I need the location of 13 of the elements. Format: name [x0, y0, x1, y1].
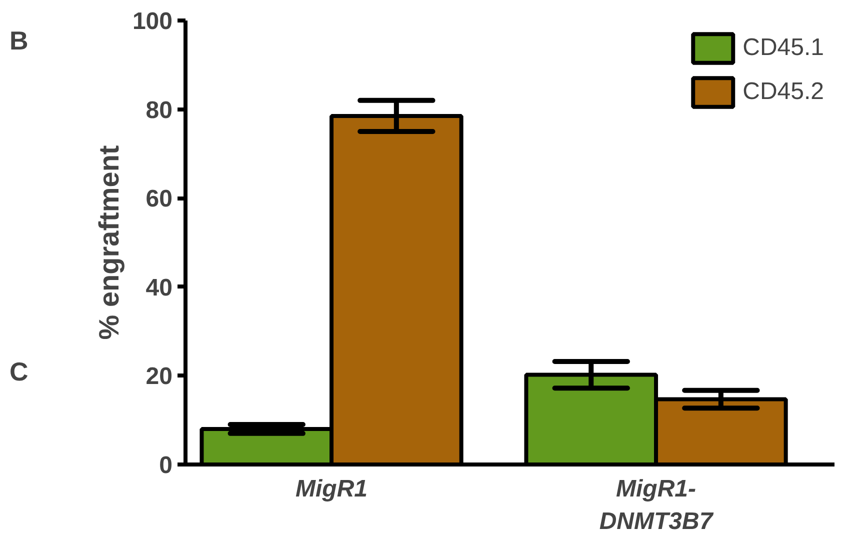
- y-tick-label: 20: [146, 363, 173, 390]
- y-axis-title: % engraftment: [93, 145, 124, 340]
- y-tick-label: 40: [146, 274, 173, 302]
- x-tick-label: MigR1- DNMT3B7: [599, 476, 714, 535]
- y-tick-label: 80: [146, 96, 173, 124]
- legend-label: CD45.2: [742, 78, 824, 106]
- y-tick-label: 0: [159, 452, 173, 479]
- text: B: [10, 25, 28, 56]
- text: C: [10, 356, 28, 386]
- y-tick-label: 100: [132, 8, 173, 35]
- legend-label: CD45.1: [742, 34, 824, 62]
- y-tick-label: 60: [146, 186, 173, 213]
- x-tick-label: MigR1: [296, 476, 368, 502]
